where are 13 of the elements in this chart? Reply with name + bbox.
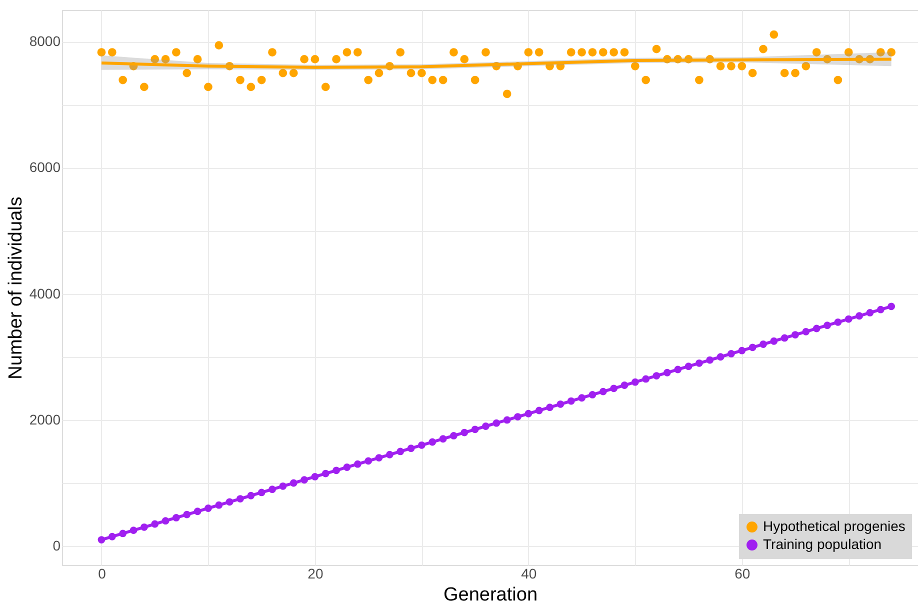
x-tick-label: 40	[521, 566, 537, 582]
y-tick-label: 0	[52, 538, 61, 554]
y-tick-label: 8000	[29, 33, 61, 50]
x-tick-label: 60	[734, 566, 750, 582]
y-axis-title: Number of individuals	[5, 196, 26, 380]
y-tick-label: 4000	[29, 285, 61, 302]
y-tick-label: 6000	[29, 159, 61, 176]
x-tick-label: 20	[308, 566, 324, 582]
x-tick-label: 0	[98, 566, 106, 582]
x-axis-title: Generation	[443, 584, 538, 606]
legend-label: Training population	[763, 536, 882, 552]
y-tick-label: 2000	[29, 411, 61, 428]
legend-label: Hypothetical progenies	[763, 518, 906, 534]
